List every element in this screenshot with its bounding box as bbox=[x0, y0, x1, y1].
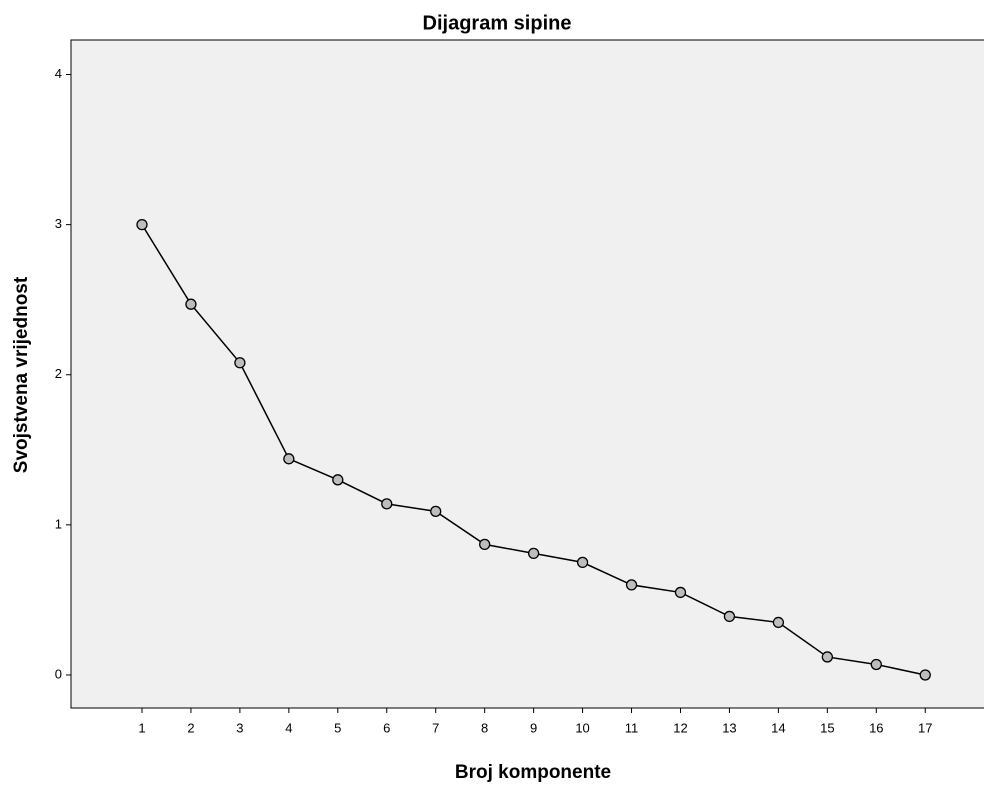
marker bbox=[283, 453, 295, 465]
plot-border bbox=[70, 39, 984, 709]
x-tick-label: 8 bbox=[481, 720, 488, 735]
x-tick-label: 7 bbox=[432, 720, 439, 735]
x-tick-label: 14 bbox=[771, 720, 785, 735]
marker bbox=[772, 616, 785, 629]
marker bbox=[527, 547, 540, 560]
y-tick-label: 2 bbox=[55, 366, 62, 381]
x-tick-label: 1 bbox=[138, 720, 145, 735]
marker bbox=[234, 357, 246, 369]
y-tick-label: 4 bbox=[55, 66, 62, 81]
y-tick-label: 1 bbox=[55, 516, 62, 531]
marker bbox=[625, 579, 638, 591]
marker bbox=[479, 538, 491, 551]
x-tick-label: 17 bbox=[918, 720, 932, 735]
x-tick-label: 15 bbox=[820, 720, 834, 735]
x-tick-label: 10 bbox=[575, 720, 589, 735]
x-tick-label: 5 bbox=[334, 720, 341, 735]
x-tick-label: 9 bbox=[530, 720, 537, 735]
x-tick-label: 2 bbox=[187, 720, 194, 735]
marker bbox=[723, 610, 736, 623]
x-tick-label: 16 bbox=[869, 720, 883, 735]
marker bbox=[332, 474, 344, 486]
marker bbox=[576, 556, 589, 569]
marker bbox=[821, 651, 833, 663]
chart-title: Dijagram sipine bbox=[423, 12, 572, 34]
marker bbox=[136, 218, 148, 231]
x-tick-label: 4 bbox=[285, 720, 292, 735]
plot-area bbox=[71, 40, 984, 708]
x-tick-label: 3 bbox=[236, 720, 243, 735]
marker bbox=[185, 298, 197, 310]
y-axis-title: Svojstvena vrijednost bbox=[11, 276, 32, 473]
marker bbox=[674, 586, 687, 599]
marker bbox=[430, 505, 442, 518]
x-axis-title: Broj komponente bbox=[455, 762, 611, 783]
marker bbox=[381, 498, 393, 510]
x-tick-label: 11 bbox=[625, 720, 639, 735]
marker bbox=[870, 658, 882, 671]
x-tick-label: 12 bbox=[673, 720, 687, 735]
y-tick-label: 3 bbox=[55, 216, 62, 231]
y-tick-label: 0 bbox=[55, 666, 62, 681]
x-tick-label: 6 bbox=[383, 720, 390, 735]
marker bbox=[919, 669, 931, 681]
x-tick-label: 13 bbox=[722, 720, 736, 735]
